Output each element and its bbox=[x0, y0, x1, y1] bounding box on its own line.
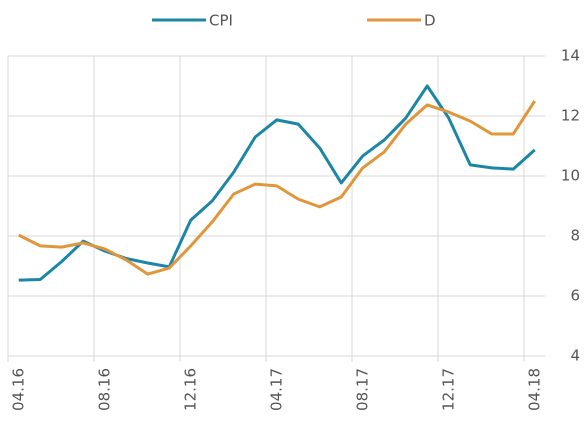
x-tick-label: 08.17 bbox=[353, 368, 371, 411]
x-tick-label: 04.17 bbox=[267, 368, 285, 411]
y-tick-label: 12 bbox=[561, 107, 580, 125]
y-tick-label: 6 bbox=[570, 287, 580, 305]
y-tick-label: 8 bbox=[570, 227, 580, 245]
legend-label: CPI bbox=[209, 12, 233, 30]
x-tick-label: 08.16 bbox=[95, 368, 113, 411]
y-tick-label: 10 bbox=[561, 167, 580, 185]
x-tick-label: 04.16 bbox=[9, 368, 27, 411]
y-tick-label: 4 bbox=[570, 347, 580, 365]
legend-label: D bbox=[424, 12, 436, 30]
x-tick-label: 04.18 bbox=[525, 368, 543, 411]
x-tick-label: 12.17 bbox=[439, 368, 457, 411]
line-series bbox=[18, 100, 537, 276]
x-tick-label: 12.16 bbox=[181, 368, 199, 411]
y-tick-label: 14 bbox=[561, 47, 580, 65]
line-series bbox=[18, 84, 536, 282]
